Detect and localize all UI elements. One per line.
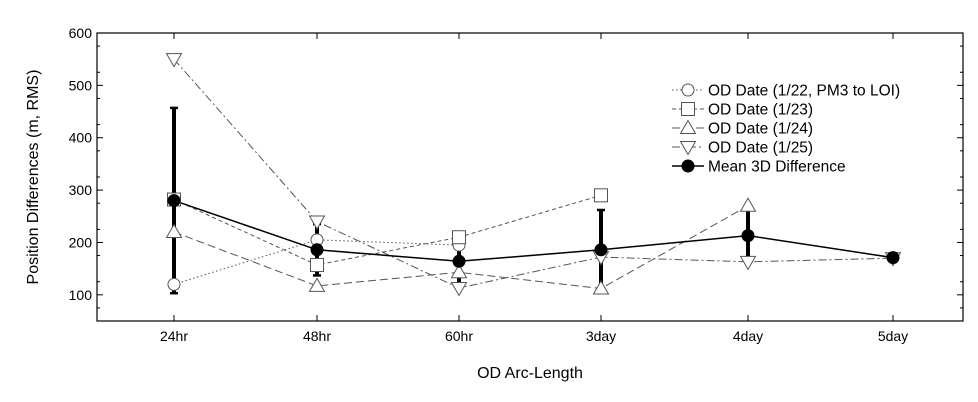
data-point-series-4 bbox=[308, 215, 326, 231]
plot-frame bbox=[96, 32, 964, 322]
series-line-2 bbox=[173, 194, 602, 266]
data-point-series-4 bbox=[450, 282, 468, 297]
y-tick-label: 400 bbox=[69, 130, 93, 146]
legend-label: OD Date (1/25) bbox=[708, 140, 813, 157]
data-point-series-3 bbox=[308, 277, 326, 292]
plot-area bbox=[96, 32, 964, 322]
markers bbox=[165, 53, 902, 297]
x-tick-label: 48hr bbox=[303, 328, 331, 344]
x-tick-label: 60hr bbox=[445, 328, 473, 344]
data-point-series-2 bbox=[310, 257, 324, 272]
ticks: 100 200 300 400 500 600 24hr 48hr 60hr 3day 4day 5d… bbox=[69, 25, 963, 344]
y-tick-label: 600 bbox=[69, 25, 93, 41]
x-tick-label: 5day bbox=[878, 328, 908, 344]
data-point-series-5 bbox=[167, 194, 181, 208]
data-point-series-3 bbox=[739, 197, 757, 212]
data-point-series-1 bbox=[167, 277, 181, 291]
data-point-series-3 bbox=[592, 280, 610, 295]
legend-marker bbox=[681, 159, 695, 173]
data-point-series-4 bbox=[165, 53, 183, 68]
data-point-series-5 bbox=[886, 251, 900, 265]
x-tick-label: 24hr bbox=[160, 328, 188, 344]
data-point-series-3 bbox=[450, 263, 468, 279]
legend-marker bbox=[681, 102, 695, 116]
data-point-series-5 bbox=[310, 243, 324, 257]
data-point-series-4 bbox=[739, 255, 757, 271]
y-tick-label: 100 bbox=[69, 287, 93, 303]
y-tick-label: 200 bbox=[69, 234, 93, 250]
legend-label: Mean 3D Difference bbox=[708, 159, 846, 176]
y-tick-label: 500 bbox=[69, 77, 93, 93]
data-point-series-5 bbox=[741, 229, 755, 243]
legend-marker bbox=[679, 119, 697, 134]
legend: OD Date (1/22, PM3 to LOI) OD Date (1/23)… bbox=[672, 83, 900, 176]
legend-label: OD Date (1/22, PM3 to LOI) bbox=[708, 83, 900, 100]
series-line-1 bbox=[173, 239, 460, 285]
data-point-series-2 bbox=[452, 230, 466, 245]
x-tick-label: 3day bbox=[586, 328, 616, 344]
data-point-series-5 bbox=[452, 254, 466, 268]
y-axis-label: Position Differences (m, RMS) bbox=[25, 70, 42, 285]
data-point-series-2 bbox=[594, 188, 608, 203]
legend-label: OD Date (1/23) bbox=[708, 102, 813, 119]
x-tick-label: 4day bbox=[733, 328, 763, 344]
legend-marker bbox=[681, 83, 695, 97]
legend-label: OD Date (1/24) bbox=[708, 121, 813, 138]
legend-marker bbox=[679, 141, 697, 156]
series-line-4 bbox=[173, 58, 894, 289]
data-point-series-3 bbox=[165, 223, 183, 238]
x-axis-label: OD Arc-Length bbox=[477, 365, 583, 382]
data-point-series-5 bbox=[594, 243, 608, 257]
y-tick-label: 300 bbox=[69, 182, 93, 198]
series-line-5 bbox=[173, 199, 894, 263]
